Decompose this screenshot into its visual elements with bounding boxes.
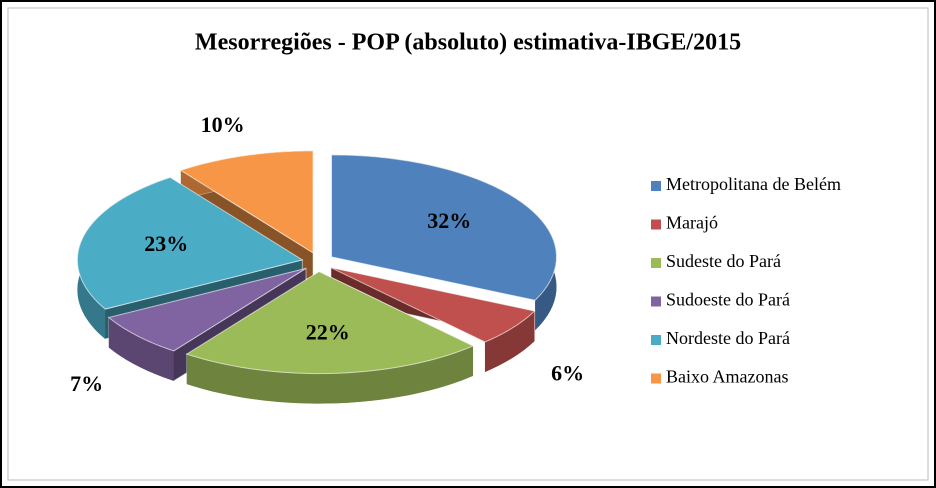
chart-title: Mesorregiões - POP (absoluto) estimativa… [195,30,741,56]
slice [76,176,304,310]
slice-wall [186,345,474,404]
legend-swatch [651,335,661,345]
slice [107,267,307,352]
data-label: 7% [70,371,103,396]
legend-swatch [651,296,661,307]
legend-swatch [651,219,661,230]
legend-label: Marajó [666,213,718,233]
legend-label: Baixo Amazonas [666,367,788,387]
slice-tops [76,150,557,375]
data-label: 6% [551,361,584,386]
legend-label: Sudeste do Pará [666,251,781,271]
inner-frame [7,7,929,481]
legend-swatch [651,373,661,384]
data-label: 22% [306,320,350,345]
legend-swatch [651,258,661,268]
slice [331,154,557,301]
slice-wall [484,311,535,372]
slice [179,150,314,254]
slice-wall [108,317,174,381]
slice [185,271,475,375]
legend-label: Metropolitana de Belém [666,174,841,194]
data-label: 32% [427,208,471,233]
slice [330,267,536,343]
legend-swatch [651,181,661,191]
legend-label: Nordeste do Pará [666,328,790,348]
data-label: 23% [144,231,188,256]
legend-label: Sudoeste do Pará [666,290,790,310]
data-label: 10% [201,112,245,137]
